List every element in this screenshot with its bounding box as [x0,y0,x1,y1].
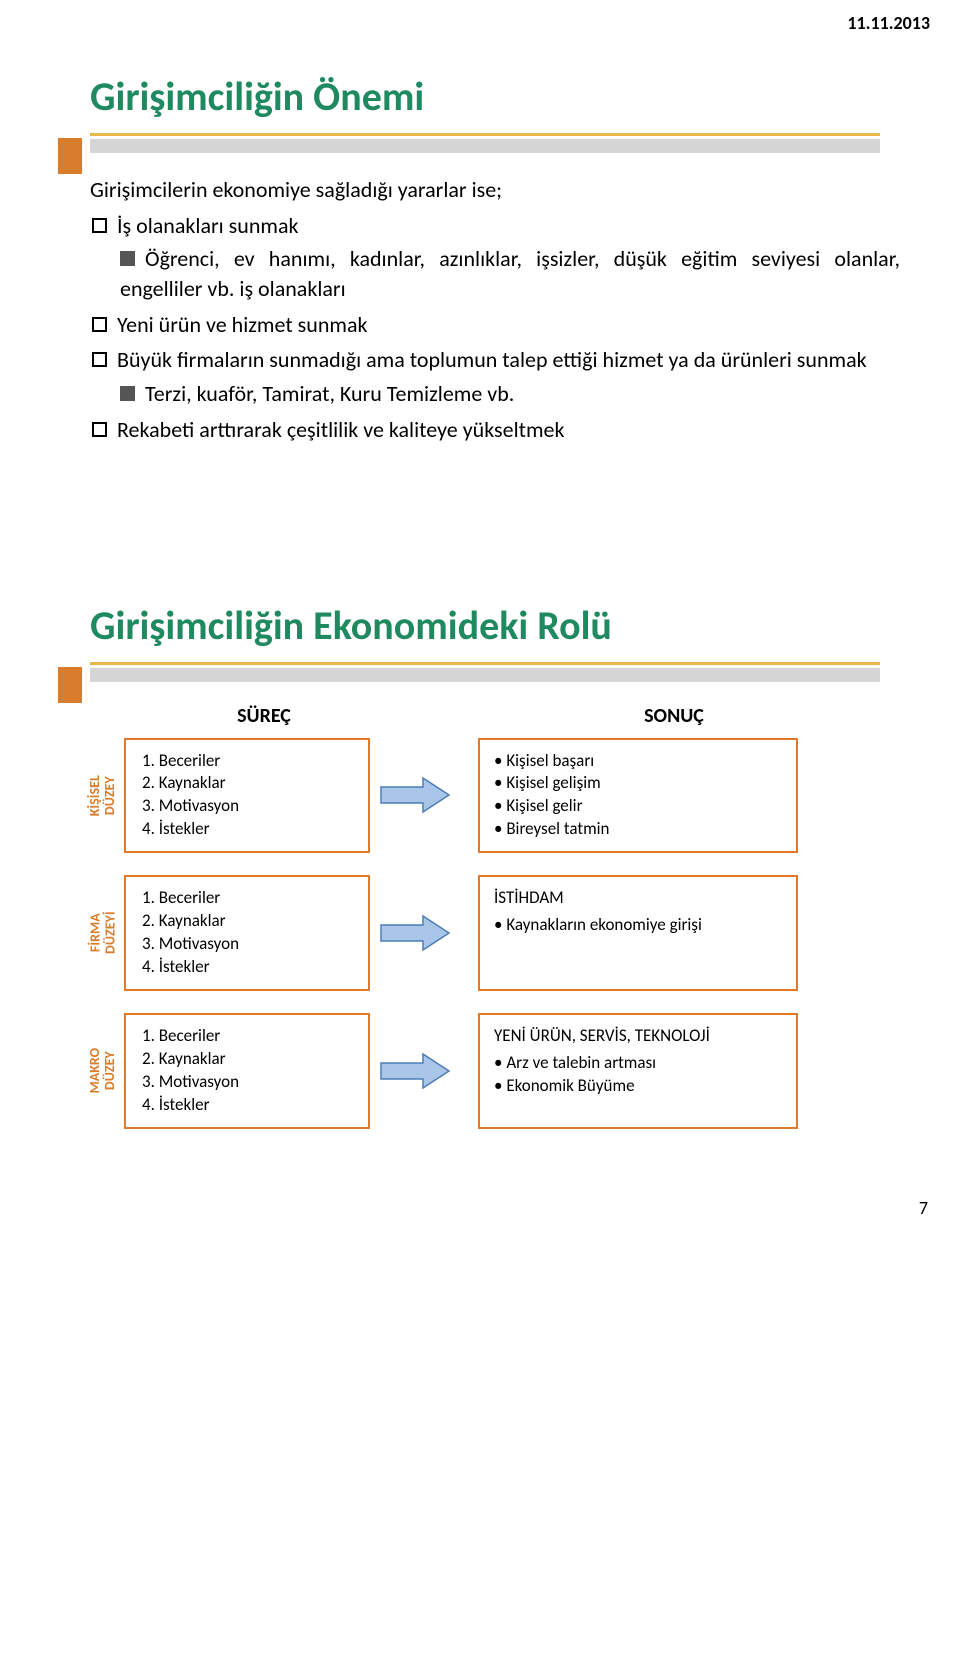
slide1-intro: Girişimcilerin ekonomiye sağladığı yarar… [90,175,900,205]
process-item: Beceriler [142,750,354,773]
result-item: Ekonomik Büyüme [494,1075,782,1098]
list-item: Yeni ürün ve hizmet sunmak [92,310,900,340]
result-item: Kişisel gelişim [494,772,782,795]
list-item-label: Yeni ürün ve hizmet sunmak [117,311,368,338]
process-item: Kaynaklar [142,910,354,933]
list-item: Büyük firmaların sunmadığı ama toplumun … [92,345,900,408]
level-row: MAKRODÜZEYBecerilerKaynaklarMotivasyonİs… [90,1013,900,1151]
process-item: İstekler [142,956,354,979]
result-item: Kişisel başarı [494,750,782,773]
slide1-body: Girişimcilerin ekonomiye sağladığı yarar… [90,175,900,445]
sub-list-item: Terzi, kuaför, Tamirat, Kuru Temizleme v… [120,379,900,409]
slide2-title: Girişimciliğin Ekonomideki Rolü [90,601,900,650]
process-item: Motivasyon [142,795,354,818]
arrow-icon [370,738,460,854]
bar-thick-2 [90,668,880,682]
level-vertical-label: MAKRODÜZEY [88,1048,117,1094]
title-bars [90,133,900,153]
list-item: Rekabeti arttırarak çeşitlilik ve kalite… [92,415,900,445]
bar-thin [90,133,880,136]
sub-list-item: Öğrenci, ev hanımı, kadınlar, azınlıklar… [120,244,900,303]
level-vertical-label: FİRMADÜZEYİ [88,912,117,955]
process-card: BecerilerKaynaklarMotivasyonİstekler [124,875,370,991]
process-item: Kaynaklar [142,772,354,795]
title-bars-2 [90,662,900,682]
result-header: SONUÇ [514,704,834,728]
result-title: İSTİHDAM [494,887,782,910]
accent-block-2 [58,667,82,703]
result-item: Kaynakların ekonomiye girişi [494,914,782,937]
process-item: Motivasyon [142,933,354,956]
level-row: KİŞİSELDÜZEYBecerilerKaynaklarMotivasyon… [90,738,900,876]
list-item-label: İş olanakları sunmak [117,212,299,239]
result-title: YENİ ÜRÜN, SERVİS, TEKNOLOJİ [494,1025,782,1048]
slide1-list: İş olanakları sunmak Öğrenci, ev hanımı, … [92,211,900,445]
process-item: İstekler [142,818,354,841]
process-card: BecerilerKaynaklarMotivasyonİstekler [124,738,370,854]
result-item: Arz ve talebin artması [494,1052,782,1075]
list-item-label: Büyük firmaların sunmadığı ama toplumun … [117,346,867,373]
process-item: Beceriler [142,1025,354,1048]
process-item: Beceriler [142,887,354,910]
accent-block [58,138,82,174]
result-item: Kişisel gelir [494,795,782,818]
slide-2: Girişimciliğin Ekonomideki Rolü SÜREÇ SO… [0,491,960,1191]
slide1-title: Girişimciliğin Önemi [90,72,900,121]
process-item: Motivasyon [142,1071,354,1094]
process-card: BecerilerKaynaklarMotivasyonİstekler [124,1013,370,1129]
result-item: Bireysel tatmin [494,818,782,841]
result-card: Kişisel başarıKişisel gelişimKişisel gel… [478,738,798,854]
slide-1: Girişimciliğin Önemi Girişimcilerin ekon… [0,38,960,491]
process-item: İstekler [142,1094,354,1117]
list-item: İş olanakları sunmak Öğrenci, ev hanımı, … [92,211,900,304]
level-vertical-label: KİŞİSELDÜZEY [88,775,117,816]
levels-container: KİŞİSELDÜZEYBecerilerKaynaklarMotivasyon… [90,738,900,1151]
result-card: YENİ ÜRÜN, SERVİS, TEKNOLOJİ Arz ve taleb… [478,1013,798,1129]
arrow-icon [370,1013,460,1129]
result-card: İSTİHDAM Kaynakların ekonomiye girişi [478,875,798,991]
page-number: 7 [0,1191,960,1239]
process-header: SÜREÇ [90,704,404,728]
level-row: FİRMADÜZEYİBecerilerKaynaklarMotivasyonİ… [90,875,900,1013]
process-item: Kaynaklar [142,1048,354,1071]
page-date: 11.11.2013 [0,0,960,38]
bar-thin-2 [90,662,880,665]
list-item-label: Rekabeti arttırarak çeşitlilik ve kalite… [117,416,565,443]
arrow-icon [370,875,460,991]
bar-thick [90,139,880,153]
